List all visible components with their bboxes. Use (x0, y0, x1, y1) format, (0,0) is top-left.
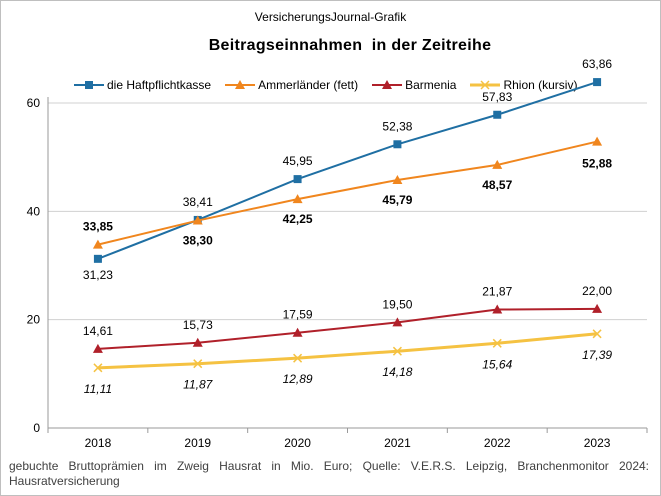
point-s1-2018 (92, 239, 103, 249)
x-tick-label-2023: 2023 (584, 436, 611, 450)
point-s1-2022 (492, 159, 503, 169)
point-s0-2022 (493, 110, 502, 119)
series-line-0 (97, 81, 598, 260)
footnote: gebuchte Bruttoprämien im Zweig Hausrat … (9, 459, 649, 488)
legend-marker-rhion (470, 80, 501, 90)
y-tick-label-60: 60 (27, 96, 41, 110)
data-label-s0-2021: 52,38 (382, 119, 412, 133)
x-tick-label-2020: 2020 (284, 436, 311, 450)
point-s2-2019 (192, 337, 203, 347)
point-s3-2021 (392, 346, 402, 356)
data-label-s1-2021: 45,79 (382, 193, 412, 207)
x-tick-label-2021: 2021 (384, 436, 411, 450)
point-s1-2023 (592, 136, 603, 146)
point-s0-2021 (393, 140, 402, 149)
data-label-s1-2019: 38,30 (183, 234, 213, 248)
point-s2-2020 (292, 327, 303, 337)
point-s1-2019 (192, 215, 203, 225)
y-tick-label-20: 20 (27, 313, 41, 327)
series-line-2 (97, 307, 598, 350)
point-s0-2018 (93, 254, 102, 263)
data-label-s2-2020: 17,59 (283, 308, 313, 322)
data-label-s3-2019: 11,87 (183, 378, 213, 392)
legend-item-barmenia: Barmenia (372, 78, 456, 92)
legend-label-rhion: Rhion (kursiv) (503, 78, 578, 92)
x-tick-label-2022: 2022 (484, 436, 511, 450)
x-tick-label-2019: 2019 (184, 436, 211, 450)
data-label-s3-2018: 11,11 (84, 382, 112, 396)
data-label-s0-2019: 38,41 (183, 195, 213, 209)
data-label-s2-2023: 22,00 (582, 284, 612, 298)
data-label-s0-2022: 57,83 (482, 90, 512, 104)
data-label-s3-2022: 15,64 (482, 357, 512, 371)
point-s0-2020 (293, 175, 302, 184)
series-line-1 (97, 140, 598, 246)
point-s1-2021 (392, 174, 403, 184)
point-s2-2021 (392, 317, 403, 327)
point-s3-2023 (592, 329, 602, 339)
data-label-s1-2023: 52,88 (582, 157, 612, 171)
x-tick-label-2018: 2018 (85, 436, 112, 450)
legend-item-ammerlaender: Ammerländer (fett) (225, 78, 358, 92)
legend-item-haftpflichtkasse: die Haftpflichtkasse (74, 78, 211, 92)
legend-label-haftpflichtkasse: die Haftpflichtkasse (107, 78, 212, 92)
point-s1-2020 (292, 194, 303, 204)
data-label-s3-2021: 14,18 (382, 365, 412, 379)
legend-label-barmenia: Barmenia (405, 78, 457, 92)
y-tick-label-0: 0 (33, 421, 40, 435)
data-label-s0-2020: 45,95 (283, 154, 313, 168)
legend-marker-haftpflichtkasse (74, 81, 104, 89)
data-label-s2-2019: 15,73 (183, 318, 213, 332)
data-label-s1-2022: 48,57 (482, 178, 512, 192)
data-label-s2-2018: 14,61 (83, 324, 113, 338)
data-label-s0-2018: 31,23 (83, 268, 113, 282)
data-label-s3-2020: 12,89 (283, 372, 313, 386)
point-s3-2018 (93, 363, 103, 373)
legend-label-ammerlaender: Ammerländer (fett) (258, 78, 359, 92)
series-line-3 (97, 332, 598, 370)
chart-title: Beitragseinnahmen in der Zeitreihe (208, 37, 492, 54)
data-label-s0-2023: 63,86 (582, 57, 612, 71)
y-tick-label-40: 40 (27, 204, 41, 218)
source-label: VersicherungsJournal-Grafik (254, 10, 407, 24)
data-label-s2-2022: 21,87 (482, 285, 512, 299)
point-s2-2022 (492, 304, 503, 314)
legend-marker-barmenia (372, 80, 403, 89)
point-s2-2018 (92, 343, 103, 353)
point-s3-2020 (293, 353, 303, 363)
point-s3-2022 (492, 338, 502, 348)
data-label-s2-2021: 19,50 (382, 297, 412, 311)
point-s0-2023 (593, 78, 602, 87)
data-label-s1-2020: 42,25 (283, 212, 313, 226)
legend: die Haftpflichtkasse Ammerländer (fett) … (74, 76, 591, 94)
point-s3-2019 (193, 359, 203, 369)
legend-marker-ammerlaender (225, 80, 256, 89)
data-label-s1-2018: 33,85 (83, 220, 113, 234)
legend-item-rhion: Rhion (kursiv) (470, 78, 577, 92)
point-s2-2023 (592, 303, 603, 313)
data-label-s3-2023: 17,39 (582, 348, 612, 362)
